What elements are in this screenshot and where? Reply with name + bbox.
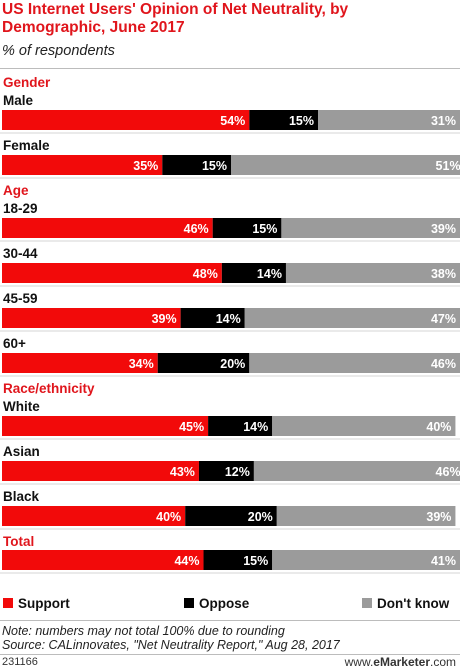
section-label-gender: Gender	[3, 75, 51, 90]
bar-60-dont-know	[249, 353, 460, 373]
bar-black-dont-know	[276, 506, 456, 526]
chart-id: 231166	[2, 656, 38, 668]
category-label-45-59: 45-59	[3, 291, 38, 306]
bar-male-oppose	[249, 110, 319, 130]
data-label-total-support: 44%	[174, 554, 199, 568]
bottom-divider	[0, 620, 460, 621]
data-label-60-support: 34%	[129, 357, 154, 371]
category-label-30-44: 30-44	[3, 246, 38, 261]
category-label-female: Female	[3, 138, 50, 153]
bar-45-59-support	[2, 308, 181, 328]
category-label-18-29: 18-29	[3, 201, 38, 216]
bar-male-support	[2, 110, 250, 130]
chart-title: US Internet Users' Opinion of Net Neutra…	[2, 1, 349, 36]
stacked-bar-chart: Gender Male 54% 15% 31% Female 35% 15% 51% Age 18-…	[0, 75, 460, 574]
bar-male-dont-know	[318, 110, 460, 130]
data-label-45-59-support: 39%	[152, 312, 177, 326]
source-text: Source: CALinnovates, "Net Neutrality Re…	[2, 638, 340, 652]
legend-support: Support	[3, 595, 70, 611]
bar-total-support	[2, 550, 204, 570]
data-label-18-29-support: 46%	[184, 222, 209, 236]
data-label-45-59-dont-know: 47%	[431, 312, 456, 326]
data-label-black-oppose: 20%	[248, 510, 273, 524]
bar-female-support	[2, 155, 163, 175]
legend-support-swatch	[3, 598, 13, 608]
data-label-total-dont-know: 41%	[431, 554, 456, 568]
data-label-black-dont-know: 39%	[426, 510, 451, 524]
category-label-male: Male	[3, 93, 34, 108]
section-label-race-ethnicity: Race/ethnicity	[3, 381, 95, 396]
section-label-total: Total	[3, 534, 34, 549]
bar-female-oppose	[162, 155, 231, 175]
data-label-female-oppose: 15%	[202, 159, 227, 173]
legend-oppose-swatch	[184, 598, 194, 608]
data-label-45-59-oppose: 14%	[216, 312, 241, 326]
section-label-age: Age	[3, 183, 29, 198]
brand-logo: www.eMarketer.com	[344, 655, 456, 669]
data-label-30-44-oppose: 14%	[257, 267, 282, 281]
bar-asian-dont-know	[253, 461, 460, 481]
data-label-18-29-oppose: 15%	[252, 222, 277, 236]
bar-30-44-dont-know	[285, 263, 460, 283]
data-label-asian-oppose: 12%	[225, 465, 250, 479]
bar-18-29-oppose	[212, 218, 282, 238]
legend-oppose-label: Oppose	[199, 595, 250, 611]
data-label-asian-dont-know: 46%	[436, 465, 460, 479]
bar-30-44-support	[2, 263, 222, 283]
bar-60-support	[2, 353, 158, 373]
bar-asian-support	[2, 461, 199, 481]
bar-total-dont-know	[272, 550, 460, 570]
data-label-male-dont-know: 31%	[431, 114, 456, 128]
bar-18-29-dont-know	[281, 218, 460, 238]
bar-white-dont-know	[272, 416, 456, 436]
data-label-white-oppose: 14%	[243, 420, 268, 434]
category-label-60: 60+	[3, 336, 26, 351]
data-label-total-oppose: 15%	[243, 554, 268, 568]
bar-white-oppose	[208, 416, 273, 436]
legend-dont-know-swatch	[362, 598, 372, 608]
bar-30-44-oppose	[221, 263, 286, 283]
bar-18-29-support	[2, 218, 213, 238]
data-label-60-dont-know: 46%	[431, 357, 456, 371]
legend-dont-know-label: Don't know	[377, 595, 450, 611]
bar-black-oppose	[185, 506, 277, 526]
data-label-30-44-support: 48%	[193, 267, 218, 281]
bar-female-dont-know	[231, 155, 460, 175]
legend-dont-know: Don't know	[362, 595, 449, 611]
category-label-asian: Asian	[3, 444, 40, 459]
chart-subtitle: % of respondents	[2, 43, 115, 59]
data-label-male-support: 54%	[220, 114, 245, 128]
bar-total-oppose	[203, 550, 273, 570]
bar-asian-oppose	[198, 461, 254, 481]
data-label-female-support: 35%	[133, 159, 158, 173]
data-label-black-support: 40%	[156, 510, 181, 524]
data-label-male-oppose: 15%	[289, 114, 314, 128]
data-label-60-oppose: 20%	[220, 357, 245, 371]
legend-oppose: Oppose	[184, 595, 249, 611]
category-label-white: White	[3, 399, 40, 414]
bar-white-support	[2, 416, 209, 436]
category-label-black: Black	[3, 489, 40, 504]
bar-45-59-oppose	[180, 308, 245, 328]
bar-45-59-dont-know	[244, 308, 460, 328]
top-divider	[0, 68, 460, 69]
bar-60-oppose	[157, 353, 250, 373]
footer-divider	[0, 654, 460, 655]
data-label-asian-support: 43%	[170, 465, 195, 479]
legend-support-label: Support	[18, 595, 70, 611]
data-label-white-support: 45%	[179, 420, 204, 434]
data-label-30-44-dont-know: 38%	[431, 267, 456, 281]
note-text: Note: numbers may not total 100% due to …	[2, 624, 285, 638]
data-label-white-dont-know: 40%	[426, 420, 451, 434]
data-label-female-dont-know: 51%	[436, 159, 460, 173]
bar-black-support	[2, 506, 186, 526]
data-label-18-29-dont-know: 39%	[431, 222, 456, 236]
